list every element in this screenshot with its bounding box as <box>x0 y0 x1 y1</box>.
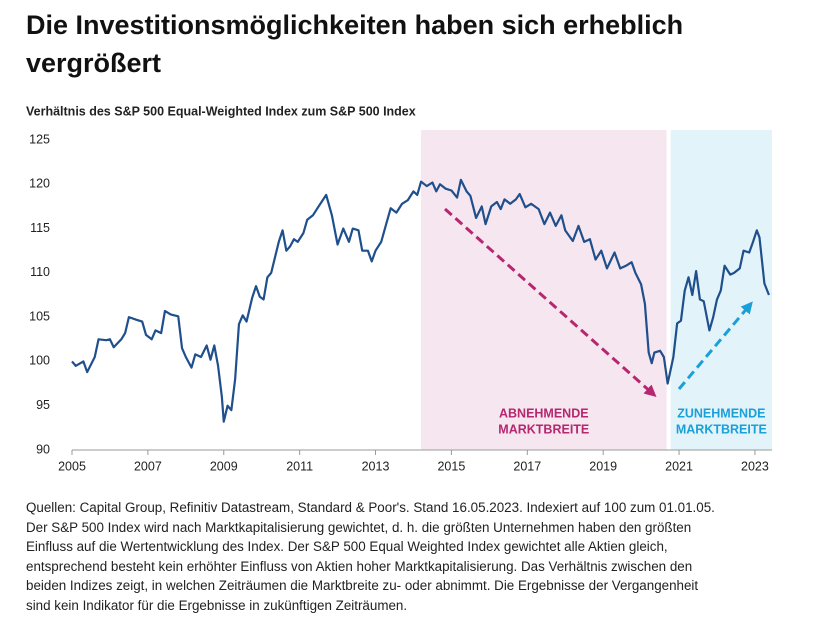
y-tick-label: 90 <box>36 442 50 456</box>
x-tick-label: 2019 <box>589 459 617 473</box>
region-label: MARKTBREITE <box>498 422 589 436</box>
x-tick-label: 2009 <box>210 459 238 473</box>
subtitle: Verhältnis des S&P 500 Equal-Weighted In… <box>26 104 416 118</box>
x-tick-label: 2017 <box>513 459 541 473</box>
region-label: ABNEHMENDE <box>499 406 589 420</box>
y-tick-label: 120 <box>29 177 50 191</box>
x-tick-label: 2013 <box>362 459 390 473</box>
y-tick-label: 115 <box>30 221 50 235</box>
region-label: ZUNEHMENDE <box>677 406 765 420</box>
y-tick-label: 105 <box>29 309 50 323</box>
arrow-increase <box>677 301 753 390</box>
y-tick-label: 125 <box>29 132 50 146</box>
footnote-line: entsprechend besteht kein erhöhter Einfl… <box>26 558 693 574</box>
footnote-line: beiden Indizes zeigt, in welchen Zeiträu… <box>26 578 699 593</box>
footnote-line: sind kein Indikator für die Ergebnisse i… <box>26 597 408 613</box>
x-tick-label: 2021 <box>665 459 693 473</box>
y-tick-label: 110 <box>30 265 50 279</box>
x-tick-label: 2023 <box>741 459 769 473</box>
shaded-region <box>421 130 667 450</box>
x-tick-label: 2007 <box>134 459 162 473</box>
footnote-line: Der S&P 500 Index wird nach Marktkapital… <box>26 519 692 535</box>
title: Die Investitionsmöglichkeiten haben sich… <box>26 10 684 78</box>
x-tick-label: 2011 <box>286 459 313 473</box>
region-label: MARKTBREITE <box>676 422 767 436</box>
arrow-decrease <box>444 207 657 397</box>
x-tick-label: 2005 <box>58 459 86 473</box>
y-tick-label: 100 <box>29 354 50 368</box>
data-line <box>71 178 770 423</box>
footnote: Quellen: Capital Group, Refinitiv Datast… <box>26 498 715 615</box>
footnote-line: Quellen: Capital Group, Refinitiv Datast… <box>26 500 715 515</box>
y-tick-label: 95 <box>36 398 50 412</box>
footnote-line: Einfluss auf die Wertentwicklung des Ind… <box>26 539 668 554</box>
x-tick-label: 2015 <box>437 459 465 473</box>
chart: Verhältnis des S&P 500 Equal-Weighted In… <box>26 104 772 473</box>
